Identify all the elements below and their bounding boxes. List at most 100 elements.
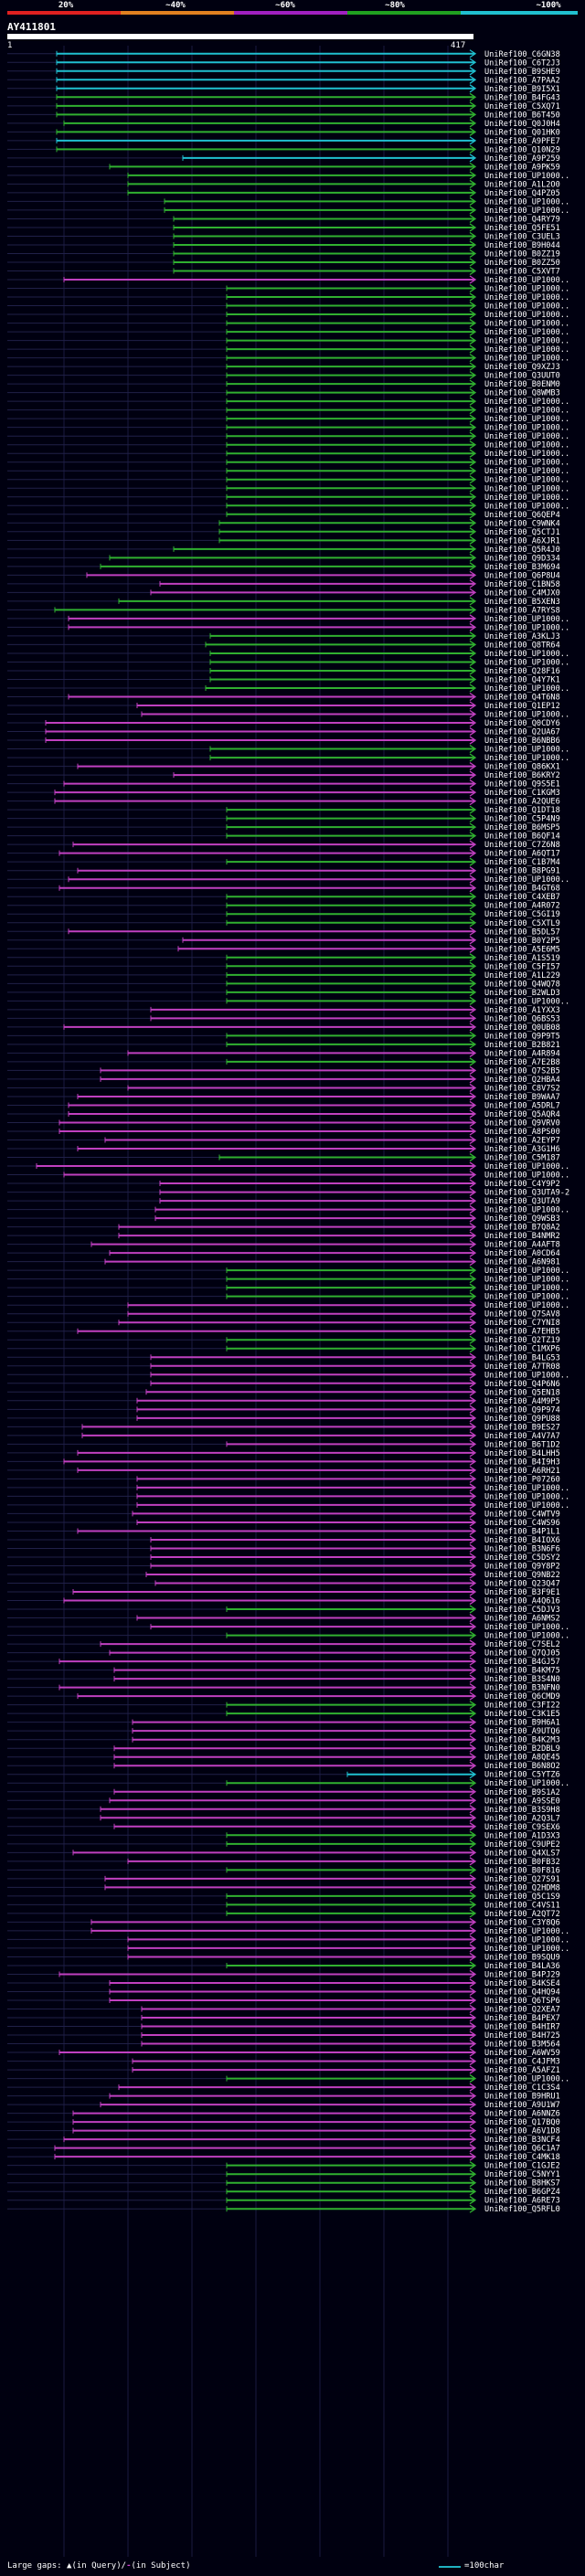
hit-label[interactable]: UniRef100_C4Y9P2 <box>484 1180 560 1189</box>
hit-label[interactable]: UniRef100_UP1000.. <box>484 1171 569 1181</box>
hit-label[interactable]: UniRef100_A5E6M5 <box>484 945 560 954</box>
hit-label[interactable]: UniRef100_C4MJX0 <box>484 588 560 598</box>
hit-row[interactable]: UniRef100_Q9NB22 <box>7 1570 560 1580</box>
hit-row[interactable]: UniRef100_Q8TR64 <box>7 640 560 650</box>
hit-label[interactable]: UniRef100_C5XQ71 <box>484 102 560 111</box>
hit-row[interactable]: UniRef100_A1L229 <box>7 970 560 981</box>
hit-label[interactable]: UniRef100_C4WS96 <box>484 1519 560 1528</box>
hit-label[interactable]: UniRef100_UP1000.. <box>484 467 569 476</box>
hit-row[interactable]: UniRef100_B9WAA7 <box>7 1092 560 1102</box>
hit-label[interactable]: UniRef100_UP1000.. <box>484 407 569 416</box>
hit-label[interactable]: UniRef100_C4JFM3 <box>484 2058 560 2067</box>
hit-label[interactable]: UniRef100_A5DRL7 <box>484 1101 560 1110</box>
hit-label[interactable]: UniRef100_UP1000.. <box>484 1945 569 1954</box>
hit-label[interactable]: UniRef100_B6T1D2 <box>484 1440 560 1449</box>
hit-row[interactable]: UniRef100_C3Y8Q6 <box>7 1917 560 1927</box>
hit-label[interactable]: UniRef100_UP1000.. <box>484 398 569 407</box>
hit-row[interactable]: UniRef100_UP1000.. <box>7 1370 569 1380</box>
hit-row[interactable]: UniRef100_B4PEX7 <box>7 2013 560 2023</box>
hit-row[interactable]: UniRef100_B2WLD3 <box>7 988 560 998</box>
hit-row[interactable]: UniRef100_B0ZZ50 <box>7 258 560 268</box>
hit-label[interactable]: UniRef100_B4LG53 <box>484 1353 560 1362</box>
hit-label[interactable]: UniRef100_B4LA36 <box>484 1962 560 1971</box>
hit-label[interactable]: UniRef100_UP1000.. <box>484 302 569 312</box>
hit-row[interactable]: UniRef100_UP1000.. <box>7 1205 569 1215</box>
hit-row[interactable]: UniRef100_A4AFT8 <box>7 1240 560 1250</box>
hit-row[interactable]: UniRef100_B9SQU9 <box>7 1952 560 1962</box>
hit-row[interactable]: UniRef100_A1L2O0 <box>7 179 560 189</box>
hit-label[interactable]: UniRef100_Q5R4J0 <box>484 546 560 555</box>
hit-row[interactable]: UniRef100_A9U1W7 <box>7 2100 560 2110</box>
hit-label[interactable]: UniRef100_Q9NB22 <box>484 1571 560 1580</box>
hit-row[interactable]: UniRef100_UP1000.. <box>7 414 569 424</box>
hit-label[interactable]: UniRef100_UP1000.. <box>484 328 569 337</box>
hit-row[interactable]: UniRef100_C3FI22 <box>7 1701 560 1711</box>
hit-label[interactable]: UniRef100_C5XVT7 <box>484 268 560 277</box>
hit-label[interactable]: UniRef100_C3Y8Q6 <box>484 1918 560 1927</box>
hit-label[interactable]: UniRef100_A9U1W7 <box>484 2101 560 2110</box>
hit-label[interactable]: UniRef100_UP1000.. <box>484 1301 569 1310</box>
hit-label[interactable]: UniRef100_B4I9H3 <box>484 1458 560 1467</box>
hit-label[interactable]: UniRef100_UP1000.. <box>484 997 569 1006</box>
hit-label[interactable]: UniRef100_B6GPZ4 <box>484 2188 560 2197</box>
hit-row[interactable]: UniRef100_B6T450 <box>7 110 560 120</box>
hit-row[interactable]: UniRef100_A9PK59 <box>7 162 560 172</box>
hit-row[interactable]: UniRef100_C5M187 <box>7 1152 560 1163</box>
hit-row[interactable]: UniRef100_UP1000.. <box>7 1275 569 1285</box>
hit-label[interactable]: UniRef100_C4VS11 <box>484 1901 560 1910</box>
hit-label[interactable]: UniRef100_B9HRU1 <box>484 2093 560 2102</box>
hit-label[interactable]: UniRef100_UP1000.. <box>484 2075 569 2084</box>
hit-label[interactable]: UniRef100_A7TR08 <box>484 1362 560 1372</box>
hit-row[interactable]: UniRef100_UP1000.. <box>7 1483 569 1493</box>
hit-row[interactable]: UniRef100_B6GPZ4 <box>7 2187 560 2197</box>
hit-row[interactable]: UniRef100_UP1000.. <box>7 458 569 468</box>
hit-label[interactable]: UniRef100_UP1000.. <box>484 1267 569 1276</box>
hit-label[interactable]: UniRef100_UP1000.. <box>484 658 569 667</box>
hit-label[interactable]: UniRef100_C5NYY1 <box>484 2170 560 2179</box>
hit-row[interactable]: UniRef100_B3NCF4 <box>7 2135 560 2145</box>
hit-label[interactable]: UniRef100_B9ES27 <box>484 1423 560 1432</box>
hit-row[interactable]: UniRef100_C7Z6N8 <box>7 840 560 850</box>
hit-row[interactable]: UniRef100_A4M9P5 <box>7 1396 560 1406</box>
hit-row[interactable]: UniRef100_Q7QJ05 <box>7 1648 560 1659</box>
hit-row[interactable]: UniRef100_Q9XZJ3 <box>7 362 560 372</box>
hit-row[interactable]: UniRef100_Q5FE51 <box>7 223 560 233</box>
hit-label[interactable]: UniRef100_Q4P6N6 <box>484 1380 560 1389</box>
hit-row[interactable]: UniRef100_C7YNI8 <box>7 1318 560 1328</box>
hit-label[interactable]: UniRef100_A6N981 <box>484 1258 560 1267</box>
hit-row[interactable]: UniRef100_B3NFN0 <box>7 1683 560 1693</box>
hit-label[interactable]: UniRef100_UP1000.. <box>484 1623 569 1632</box>
hit-row[interactable]: UniRef100_C5XVT7 <box>7 266 560 277</box>
hit-label[interactable]: UniRef100_B4KM75 <box>484 1667 560 1676</box>
hit-label[interactable]: UniRef100_B5XEN3 <box>484 598 560 607</box>
hit-row[interactable]: UniRef100_A6QT17 <box>7 849 560 859</box>
hit-label[interactable]: UniRef100_Q9PU88 <box>484 1415 560 1424</box>
hit-row[interactable]: UniRef100_A7EHB5 <box>7 1327 560 1337</box>
hit-label[interactable]: UniRef100_Q6QEP4 <box>484 511 560 520</box>
hit-row[interactable]: UniRef100_C7SEL2 <box>7 1639 560 1649</box>
hit-row[interactable]: UniRef100_B4GT68 <box>7 884 560 894</box>
hit-row[interactable]: UniRef100_A2Q3L7 <box>7 1813 560 1823</box>
hit-label[interactable]: UniRef100_Q6CMD9 <box>484 1692 560 1701</box>
hit-row[interactable]: UniRef100_B9S1A2 <box>7 1787 560 1797</box>
hit-label[interactable]: UniRef100_UP1000.. <box>484 293 569 302</box>
hit-row[interactable]: UniRef100_Q9VRV0 <box>7 1118 560 1128</box>
hit-row[interactable]: UniRef100_A9PFE7 <box>7 136 560 146</box>
hit-label[interactable]: UniRef100_B3NCF4 <box>484 2136 560 2145</box>
hit-label[interactable]: UniRef100_B4P1L1 <box>484 1527 560 1536</box>
hit-label[interactable]: UniRef100_UP1000.. <box>484 650 569 659</box>
hit-row[interactable]: UniRef100_B3M694 <box>7 562 560 572</box>
hit-label[interactable]: UniRef100_UP1000.. <box>484 337 569 346</box>
hit-label[interactable]: UniRef100_UP1000.. <box>484 355 569 364</box>
hit-label[interactable]: UniRef100_B8PG91 <box>484 867 560 876</box>
hit-row[interactable]: UniRef100_Q3UUT0 <box>7 371 560 381</box>
hit-row[interactable]: UniRef100_A6V1D8 <box>7 2126 560 2136</box>
hit-row[interactable]: UniRef100_A8PS00 <box>7 1127 560 1137</box>
hit-label[interactable]: UniRef100_UP1000.. <box>484 320 569 329</box>
hit-row[interactable]: UniRef100_B3N6F6 <box>7 1543 560 1553</box>
hit-row[interactable]: UniRef100_B4LG53 <box>7 1352 560 1362</box>
hit-label[interactable]: UniRef100_B9WAA7 <box>484 1093 560 1102</box>
hit-label[interactable]: UniRef100_Q2HBA4 <box>484 1076 560 1085</box>
hit-label[interactable]: UniRef100_B6QF14 <box>484 832 560 842</box>
hit-row[interactable]: UniRef100_A3G1H6 <box>7 1144 560 1154</box>
